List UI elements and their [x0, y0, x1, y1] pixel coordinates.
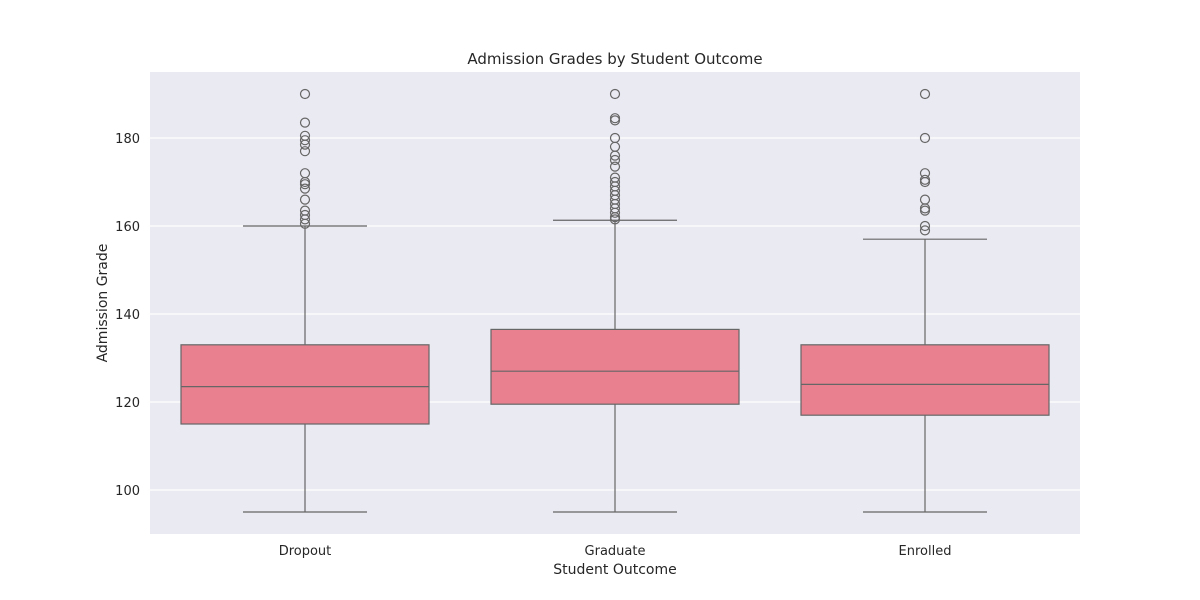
outlier-point	[609, 132, 621, 144]
outlier-point	[609, 88, 621, 100]
x-tick-labels: Dropout Graduate Enrolled	[279, 544, 952, 559]
outlier-point	[609, 161, 621, 172]
outlier-point	[609, 172, 621, 183]
outlier-point	[919, 220, 931, 232]
outlier-point	[609, 113, 621, 124]
chart-title: Admission Grades by Student Outcome	[467, 50, 762, 68]
iqr-box	[180, 344, 430, 425]
y-tick-label: 180	[115, 132, 140, 147]
y-tick-label: 140	[115, 308, 140, 323]
y-tick-labels: 100 120 140 160 180	[115, 132, 140, 499]
outlier-point	[609, 176, 621, 188]
x-tick-label: Graduate	[585, 544, 646, 559]
outlier-point	[299, 146, 311, 157]
outlier-point	[299, 168, 311, 179]
outlier-point	[299, 88, 311, 100]
outlier-point	[919, 174, 931, 185]
outlier-point	[919, 132, 931, 144]
box-series	[180, 219, 1050, 513]
y-tick-label: 160	[115, 220, 140, 235]
outlier-point	[299, 205, 311, 216]
box-enrolled	[800, 238, 1050, 513]
x-tick-label: Enrolled	[899, 544, 952, 559]
outlier-point	[299, 209, 311, 221]
outlier-point	[919, 168, 931, 179]
outlier-point	[919, 225, 931, 236]
box-dropout	[180, 225, 430, 513]
outlier-point	[299, 194, 311, 205]
outlier-point	[299, 130, 311, 141]
outlier-point	[299, 135, 311, 146]
y-tick-label: 120	[115, 396, 140, 411]
box-graduate	[490, 219, 740, 513]
x-tick-label: Dropout	[279, 544, 332, 559]
iqr-box	[800, 344, 1050, 416]
iqr-box	[490, 328, 740, 405]
outlier-point	[609, 154, 621, 166]
y-axis-label: Admission Grade	[95, 244, 111, 363]
x-axis-label: Student Outcome	[553, 562, 676, 578]
outlier-points	[299, 88, 931, 236]
outlier-point	[919, 194, 931, 205]
outlier-point	[299, 117, 311, 128]
y-tick-label: 100	[115, 484, 140, 499]
outlier-point	[919, 88, 931, 100]
outlier-point	[299, 183, 311, 194]
